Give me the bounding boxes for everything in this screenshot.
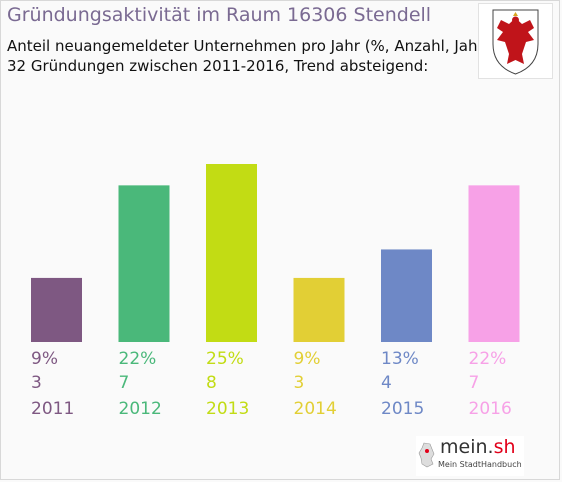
count-label-2011: 3 [31,373,42,393]
percent-label-2011: 9% [31,349,58,369]
year-label-2016: 2016 [469,399,512,419]
coat-of-arms-icon [478,3,553,79]
count-label-2016: 7 [469,373,480,393]
chart-subtitle: Anteil neuangemeldeter Unternehmen pro J… [7,36,490,76]
count-label-2013: 8 [206,373,217,393]
germany-map-icon [418,442,435,468]
bar-2011 [31,277,82,342]
percent-label-2012: 22% [119,349,157,369]
subtitle-line-2: 32 Gründungen zwischen 2011-2016, Trend … [7,57,429,75]
percent-label-2015: 13% [381,349,419,369]
year-label-2013: 2013 [206,399,249,419]
logo-text: mein.sh [440,436,516,458]
percent-label-2013: 25% [206,349,244,369]
subtitle-line-1: Anteil neuangemeldeter Unternehmen pro J… [7,37,490,55]
count-label-2014: 3 [294,373,305,393]
count-label-2012: 7 [119,373,130,393]
percent-label-2016: 22% [469,349,507,369]
bar-2015 [381,249,432,342]
chart-title: Gründungsaktivität im Raum 16306 Stendel… [7,4,432,26]
year-label-2011: 2011 [31,399,74,419]
bar-2014 [293,277,345,342]
logo-tagline: Mein StadtHandbuch [438,460,522,469]
bar-2013 [206,164,257,342]
year-label-2014: 2014 [294,399,337,419]
percent-label-2014: 9% [294,349,321,369]
count-label-2015: 4 [381,373,392,393]
year-label-2012: 2012 [119,399,162,419]
mein-sh-logo: mein.sh Mein StadtHandbuch [416,436,524,476]
year-label-2015: 2015 [381,399,424,419]
bar-2012 [118,185,170,342]
bar-2016 [468,185,520,342]
